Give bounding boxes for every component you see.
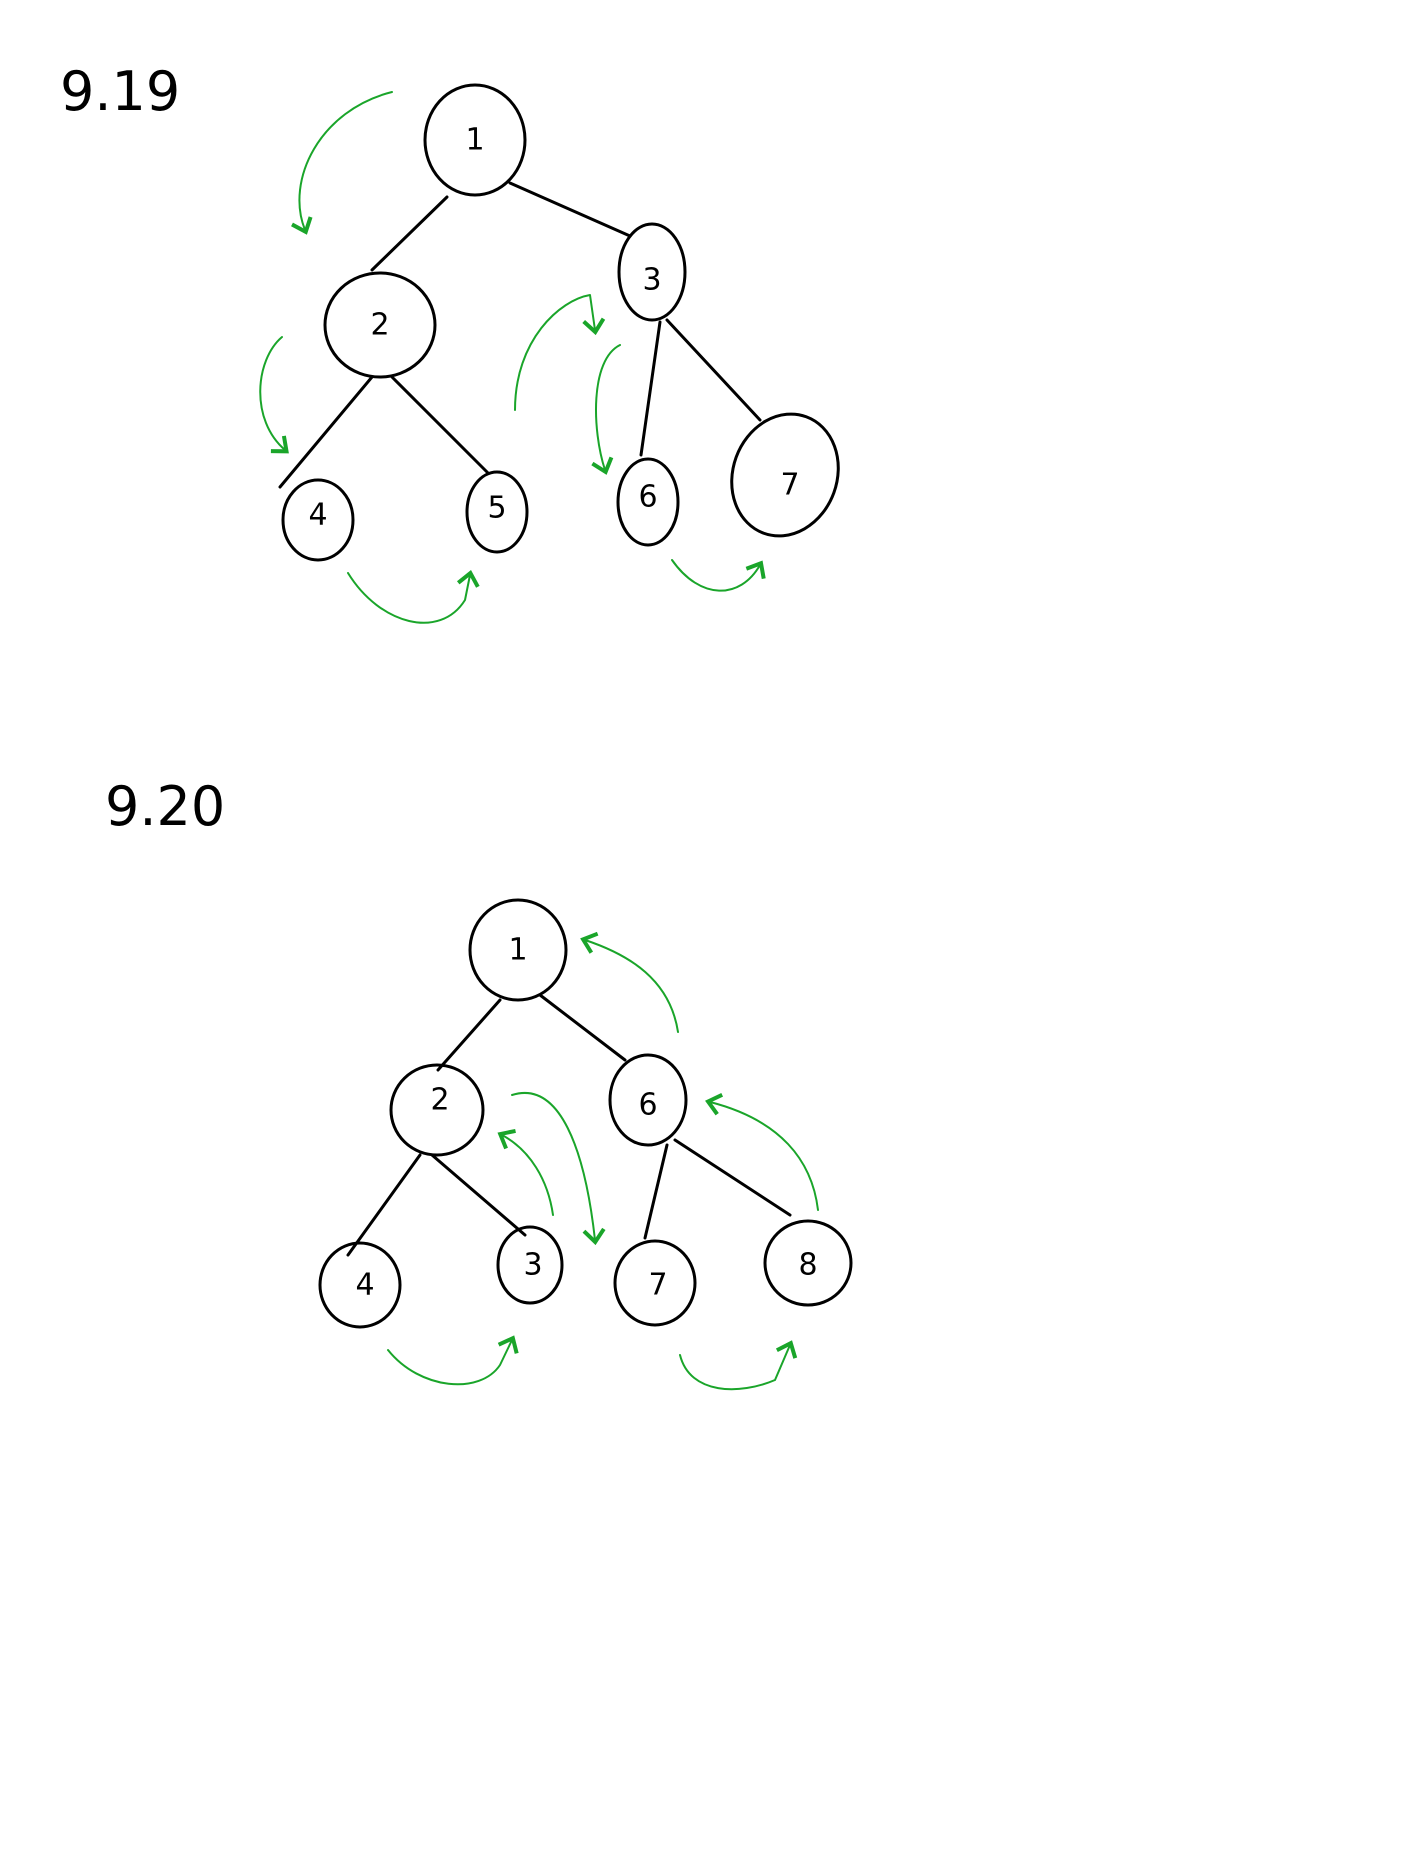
node-label-m7: 7 bbox=[648, 1268, 667, 1303]
node-m3: 3 bbox=[496, 1225, 564, 1305]
diagram-label-9-20: 9.20 bbox=[105, 775, 225, 838]
arrow-5-to-3 bbox=[514, 294, 606, 411]
diagram-9-19: 9.19 1 2 3 4 5 6 bbox=[60, 60, 840, 624]
edge-3-6 bbox=[639, 320, 662, 457]
edge-1-3 bbox=[508, 181, 632, 238]
node-m8: 8 bbox=[763, 1219, 853, 1307]
edge-m6-m7 bbox=[643, 1143, 669, 1240]
node-label-7: 7 bbox=[780, 468, 799, 503]
arrow-m2-to-m7 bbox=[511, 1092, 606, 1246]
diagram-9-20: 9.20 1 2 6 4 3 7 bbox=[105, 775, 853, 1391]
node-label-m3: 3 bbox=[523, 1248, 542, 1283]
node-label-m2: 2 bbox=[430, 1083, 449, 1118]
node-3: 3 bbox=[617, 222, 687, 322]
node-label-m8: 8 bbox=[798, 1248, 817, 1283]
edge-m6-m8 bbox=[673, 1138, 792, 1217]
arrow-m7-to-m8 bbox=[679, 1340, 798, 1391]
arrow-6-to-7 bbox=[671, 559, 766, 592]
arrow-m3-to-m2 bbox=[497, 1128, 554, 1216]
node-label-m4: 4 bbox=[355, 1268, 374, 1303]
node-label-5: 5 bbox=[487, 491, 506, 526]
edge-3-7 bbox=[665, 318, 762, 422]
node-m2: 2 bbox=[389, 1063, 485, 1157]
arrow-m6-to-m1 bbox=[580, 931, 679, 1033]
edge-m1-m2 bbox=[436, 998, 502, 1072]
arrow-2-to-4 bbox=[259, 336, 289, 454]
edge-m2-m4 bbox=[346, 1153, 422, 1257]
node-label-2: 2 bbox=[370, 308, 389, 343]
edge-2-4 bbox=[278, 375, 374, 489]
node-7: 7 bbox=[730, 412, 840, 538]
node-label-m6: 6 bbox=[638, 1088, 657, 1123]
arrow-3-to-6 bbox=[591, 344, 621, 475]
node-2: 2 bbox=[323, 271, 437, 379]
edge-2-5 bbox=[390, 375, 490, 475]
edge-m2-m3 bbox=[430, 1153, 527, 1237]
node-6: 6 bbox=[616, 457, 680, 547]
arrow-1-to-2 bbox=[291, 91, 393, 235]
diagram-label-9-19: 9.19 bbox=[60, 60, 180, 123]
node-1: 1 bbox=[423, 83, 527, 197]
node-5: 5 bbox=[465, 470, 529, 554]
edge-m1-m6 bbox=[538, 993, 627, 1062]
node-label-m1: 1 bbox=[508, 933, 527, 968]
node-m7: 7 bbox=[613, 1239, 697, 1327]
node-label-4: 4 bbox=[308, 498, 327, 533]
arrow-4-to-5 bbox=[347, 569, 480, 624]
node-4: 4 bbox=[281, 478, 355, 562]
node-m6: 6 bbox=[608, 1053, 688, 1147]
node-label-1: 1 bbox=[465, 123, 484, 158]
edge-1-2 bbox=[370, 195, 449, 272]
arrow-m8-to-m6 bbox=[705, 1093, 819, 1211]
node-label-3: 3 bbox=[642, 263, 661, 298]
node-label-6: 6 bbox=[638, 480, 657, 515]
node-m4: 4 bbox=[318, 1241, 402, 1329]
arrow-m4-to-m3 bbox=[387, 1335, 519, 1386]
node-m1: 1 bbox=[468, 898, 568, 1002]
